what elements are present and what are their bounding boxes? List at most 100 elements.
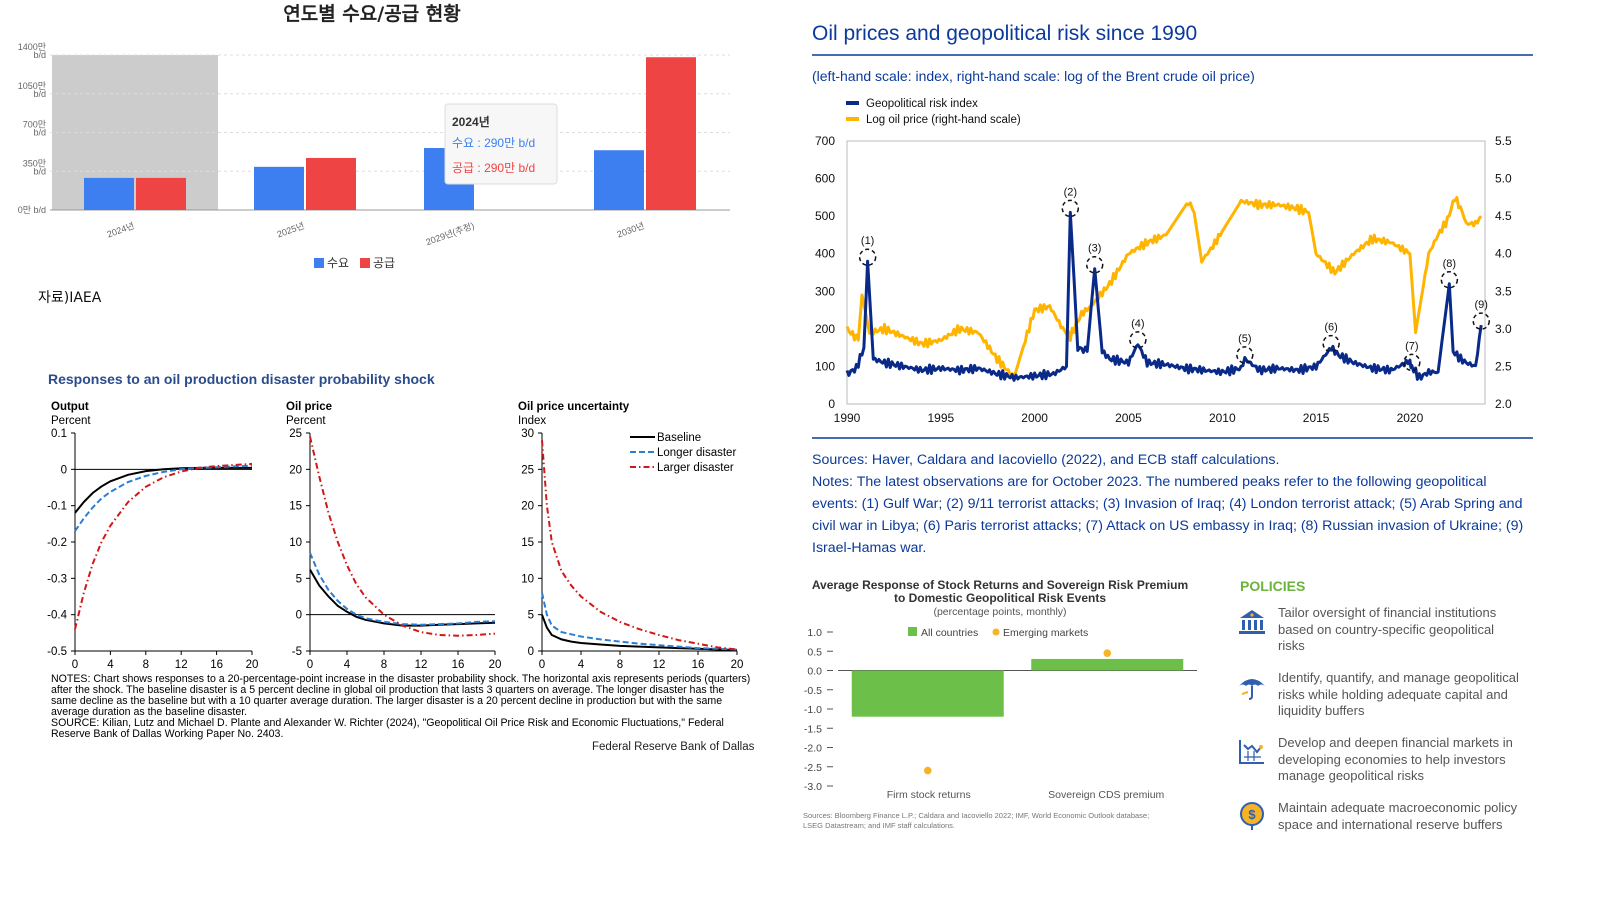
y-tick-label: b/d bbox=[33, 50, 46, 60]
panel-title: Output bbox=[51, 401, 89, 413]
ecb-chart-subtitle: (left-hand scale: index, right-hand scal… bbox=[812, 68, 1255, 84]
bar-supply bbox=[646, 57, 696, 210]
ecb-legend: Geopolitical risk index Log oil price (r… bbox=[846, 98, 1021, 126]
imf-source-line1: Sources: Bloomberg Finance L.P.; Caldara… bbox=[803, 811, 1149, 820]
peak-label: (1) bbox=[861, 235, 874, 247]
y-tick-label: 25 bbox=[521, 464, 534, 476]
dallas-chart: Responses to an oil production disaster … bbox=[47, 371, 743, 671]
korean-bars bbox=[84, 57, 696, 210]
left-tick-label: 600 bbox=[815, 172, 835, 186]
y-tick-label: 25 bbox=[289, 428, 302, 440]
policies-heading: POLICIES bbox=[1240, 578, 1306, 594]
imf-source-line2: LSEG Datastream; and IMF staff calculati… bbox=[803, 821, 955, 830]
panel-title: Oil price uncertainty bbox=[518, 401, 630, 413]
ecb-chart: Oil prices and geopolitical risk since 1… bbox=[812, 22, 1533, 439]
y-tick-label: 5 bbox=[528, 610, 534, 622]
legend-em-label: Emerging markets bbox=[1003, 627, 1088, 639]
y-tick-label: 15 bbox=[289, 501, 302, 513]
panel-unit: Percent bbox=[286, 415, 326, 427]
y-tick-label: -0.5 bbox=[804, 685, 822, 697]
peak-circle bbox=[1129, 331, 1147, 349]
bar-demand bbox=[84, 177, 134, 210]
x-tick-label: 0 bbox=[72, 659, 78, 671]
x-tick-label: 12 bbox=[175, 659, 188, 671]
ecb-sources: Sources: Haver, Caldara and Iacoviello (… bbox=[812, 452, 1280, 468]
korean-gridlines bbox=[50, 54, 730, 211]
x-tick-label: 12 bbox=[653, 659, 666, 671]
legend-gpr-label: Geopolitical risk index bbox=[866, 98, 978, 110]
y-tick-label: -0.2 bbox=[47, 537, 67, 549]
peak-circle bbox=[1061, 199, 1080, 218]
left-tick-label: 700 bbox=[815, 134, 835, 148]
x-tick-label: 16 bbox=[452, 659, 465, 671]
y-tick-label: 10 bbox=[521, 573, 534, 585]
x-tick-label: 4 bbox=[107, 659, 114, 671]
bar-demand bbox=[594, 150, 644, 210]
x-tick-label: 8 bbox=[617, 659, 623, 671]
y-tick-label: 1400만 bbox=[18, 42, 46, 52]
gpr-line bbox=[845, 210, 1483, 382]
series-line-larger-disaster bbox=[74, 462, 253, 630]
x-tick-label: 4 bbox=[344, 659, 351, 671]
right-tick-label: 2.5 bbox=[1495, 359, 1512, 373]
panel-title: Oil price bbox=[286, 401, 332, 413]
peak-label: (3) bbox=[1088, 243, 1101, 255]
y-tick-label: 0.1 bbox=[51, 428, 67, 440]
y-tick-label: 700만 bbox=[23, 120, 46, 130]
x-category-label: 2029년(추정) bbox=[424, 220, 475, 247]
x-tick-label: 12 bbox=[415, 659, 428, 671]
series-line-larger-disaster bbox=[309, 436, 496, 637]
imf-plot: 1.0 0.5 0.0 -0.5 -1.0 -1.5 -2.0 -2.5 -3.0 Firm st… bbox=[804, 627, 1197, 801]
right-tick-label: 4.0 bbox=[1495, 247, 1512, 261]
series-line-longer-disaster bbox=[74, 464, 253, 532]
y-tick-label: -3.0 bbox=[804, 781, 822, 793]
legend-baseline-label: Baseline bbox=[657, 432, 701, 444]
y-tick-label: -2.0 bbox=[804, 743, 822, 755]
x-category-label: 2030년 bbox=[616, 220, 646, 239]
y-tick-label: 15 bbox=[521, 537, 534, 549]
y-tick-label: 0.5 bbox=[807, 646, 822, 658]
tooltip-title: 2024년 bbox=[452, 115, 490, 129]
right-tick-label: 5.5 bbox=[1495, 134, 1512, 148]
y-tick-label: 1.0 bbox=[807, 627, 822, 639]
peak-circle bbox=[1472, 312, 1490, 330]
x-tick-label: 2000 bbox=[1021, 411, 1048, 425]
right-tick-label: 3.5 bbox=[1495, 284, 1512, 298]
y-tick-label: -1.0 bbox=[804, 704, 822, 716]
y-tick-label: -0.1 bbox=[47, 501, 67, 513]
policy-text: Tailor oversight of financial institutio… bbox=[1278, 605, 1497, 653]
korean-legend[interactable]: 수요 공급 bbox=[314, 256, 395, 270]
panel-unit: Percent bbox=[51, 415, 91, 427]
x-category-label: 2024년 bbox=[106, 220, 136, 239]
korean-chart-source: 자료)IAEA bbox=[38, 290, 102, 306]
y-tick-label: 0 bbox=[296, 610, 302, 622]
imf-chart: Average Response of Stock Returns and So… bbox=[803, 578, 1197, 830]
dallas-legend: Baseline Longer disaster Larger disaster bbox=[630, 432, 736, 474]
x-category-label: Sovereign CDS premium bbox=[1048, 789, 1164, 801]
x-tick-label: 2010 bbox=[1209, 411, 1236, 425]
dallas-notes: NOTES: Chart shows responses to a 20-per… bbox=[51, 673, 751, 718]
legend-demand-swatch bbox=[314, 258, 324, 268]
x-tick-label: 2005 bbox=[1115, 411, 1142, 425]
tooltip-demand: 수요 : 290만 b/d bbox=[452, 136, 535, 150]
peak-circle bbox=[1085, 255, 1104, 274]
peak-circle bbox=[1403, 353, 1421, 372]
y-tick-label: b/d bbox=[33, 89, 46, 99]
dallas-chart-title: Responses to an oil production disaster … bbox=[48, 371, 435, 387]
chart-grid-icon bbox=[1239, 740, 1264, 764]
peak-label: (6) bbox=[1324, 322, 1337, 334]
y-tick-label: 1050만 bbox=[18, 81, 46, 91]
ecb-notes-block: Sources: Haver, Caldara and Iacoviello (… bbox=[812, 449, 1530, 559]
korean-tooltip: 2024년 수요 : 290만 b/d 공급 : 290만 b/d bbox=[444, 103, 558, 185]
peak-label: (8) bbox=[1443, 258, 1456, 270]
bank-icon bbox=[1239, 610, 1265, 634]
left-tick-label: 400 bbox=[815, 247, 835, 261]
y-tick-label: b/d bbox=[33, 166, 46, 176]
plot-frame bbox=[846, 140, 1486, 405]
peak-circle bbox=[1236, 346, 1254, 364]
legend-all-swatch bbox=[908, 627, 917, 636]
imf-title-line1: Average Response of Stock Returns and So… bbox=[812, 578, 1188, 592]
